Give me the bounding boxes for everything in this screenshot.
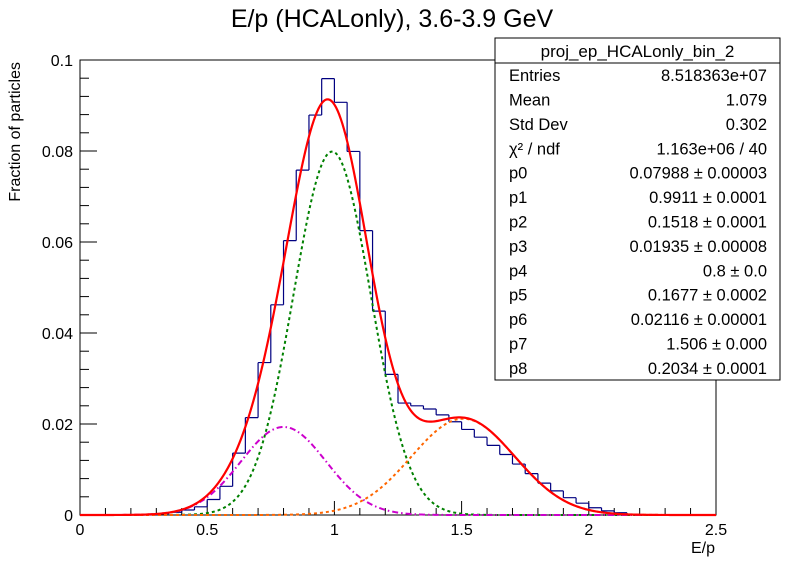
y-tick-label: 0.02 [42, 417, 73, 434]
histogram-bin [219, 485, 233, 500]
stats-row-value: 1.163e+06 / 40 [656, 140, 767, 158]
histogram-bin [486, 437, 500, 446]
histogram-bin [550, 483, 564, 492]
stats-row-label: Mean [509, 92, 550, 110]
chart-title: E/p (HCALonly), 3.6-3.9 GeV [231, 5, 554, 33]
fit-component-gaussian-2 [80, 425, 716, 516]
stats-row-label: p6 [509, 311, 527, 329]
stats-row-value: 0.8 ± 0.0 [703, 262, 767, 280]
stats-row-label: Std Dev [509, 116, 568, 134]
histogram-bin [600, 507, 615, 512]
stats-row-value: 0.9911 ± 0.0001 [649, 189, 767, 207]
stats-row-value: 1.506 ± 0.000 [666, 335, 767, 353]
histogram-bin [295, 169, 309, 241]
histogram-bin [435, 408, 449, 416]
histogram-bin [257, 361, 271, 418]
histogram-bin [270, 304, 284, 363]
x-tick-label: 0 [76, 522, 85, 539]
histogram-bin [575, 497, 589, 504]
stats-box-title: proj_ep_HCALonly_bin_2 [541, 42, 735, 61]
stats-box: proj_ep_HCALonly_bin_2 Entries 8.518363e+… [494, 37, 781, 381]
stats-row-label: p1 [509, 189, 527, 207]
y-tick-label: 0.06 [42, 235, 73, 252]
x-tick-label: 1.5 [450, 522, 472, 539]
histogram-bin [562, 490, 577, 499]
histogram-bin [397, 374, 411, 404]
y-axis-label: Fraction of particles [7, 62, 24, 202]
stats-row-value: 0.302 [726, 116, 767, 134]
x-tick-label: 2 [584, 522, 593, 539]
stats-row-label: χ² / ndf [509, 140, 560, 158]
histogram-bin [473, 429, 488, 438]
y-tick-label: 0.04 [42, 326, 73, 343]
stats-row-label: p8 [509, 360, 527, 378]
stats-row-value: 0.02116 ± 0.00001 [631, 311, 767, 329]
histogram-bin [511, 454, 526, 465]
stats-row-value: 0.1677 ± 0.0002 [648, 287, 767, 305]
plot-area: 0 0.5 1 1.5 2 2.5 0 0.02 0.04 0.06 0.08 0.1 [42, 53, 727, 539]
stats-row-value: 1.079 [726, 92, 767, 110]
histogram-bin [461, 421, 475, 431]
histogram-bin [206, 498, 220, 507]
y-tick-label: 0.1 [51, 53, 73, 70]
histogram-bin [422, 405, 437, 410]
histogram-bin [193, 506, 208, 510]
stats-row-value: 0.2034 ± 0.0001 [648, 360, 767, 378]
histogram-bin [410, 403, 424, 407]
y-tick-label: 0 [64, 508, 73, 525]
x-tick-label: 1 [330, 522, 339, 539]
stats-row-label: p3 [509, 238, 527, 256]
x-tick-label: 0.5 [196, 522, 218, 539]
stats-row-label: p2 [509, 214, 527, 232]
stats-row-value: 0.1518 ± 0.0001 [648, 214, 767, 232]
total-fit-curve [80, 98, 716, 517]
stats-row-label: p7 [509, 335, 527, 353]
stats-box-frame [494, 37, 781, 381]
stats-row-label: p0 [509, 165, 527, 183]
stats-row-value: 8.518363e+07 [661, 67, 767, 85]
x-axis-label: E/p [691, 540, 715, 557]
y-tick-label: 0.08 [42, 144, 73, 161]
x-tick-label: 2.5 [705, 522, 727, 539]
stats-row-label: Entries [509, 67, 560, 85]
histogram-bin [321, 78, 335, 116]
stats-row-value: 0.01935 ± 0.00008 [629, 238, 767, 256]
stats-row-value: 0.07988 ± 0.00003 [629, 165, 767, 183]
histogram-bin [333, 78, 348, 103]
stats-row-label: p4 [509, 262, 527, 280]
histogram-bin [588, 503, 602, 509]
stats-row-label: p5 [509, 287, 527, 305]
histogram-bin [359, 151, 373, 232]
histogram-bin [282, 240, 297, 305]
histogram-bin [499, 445, 513, 456]
